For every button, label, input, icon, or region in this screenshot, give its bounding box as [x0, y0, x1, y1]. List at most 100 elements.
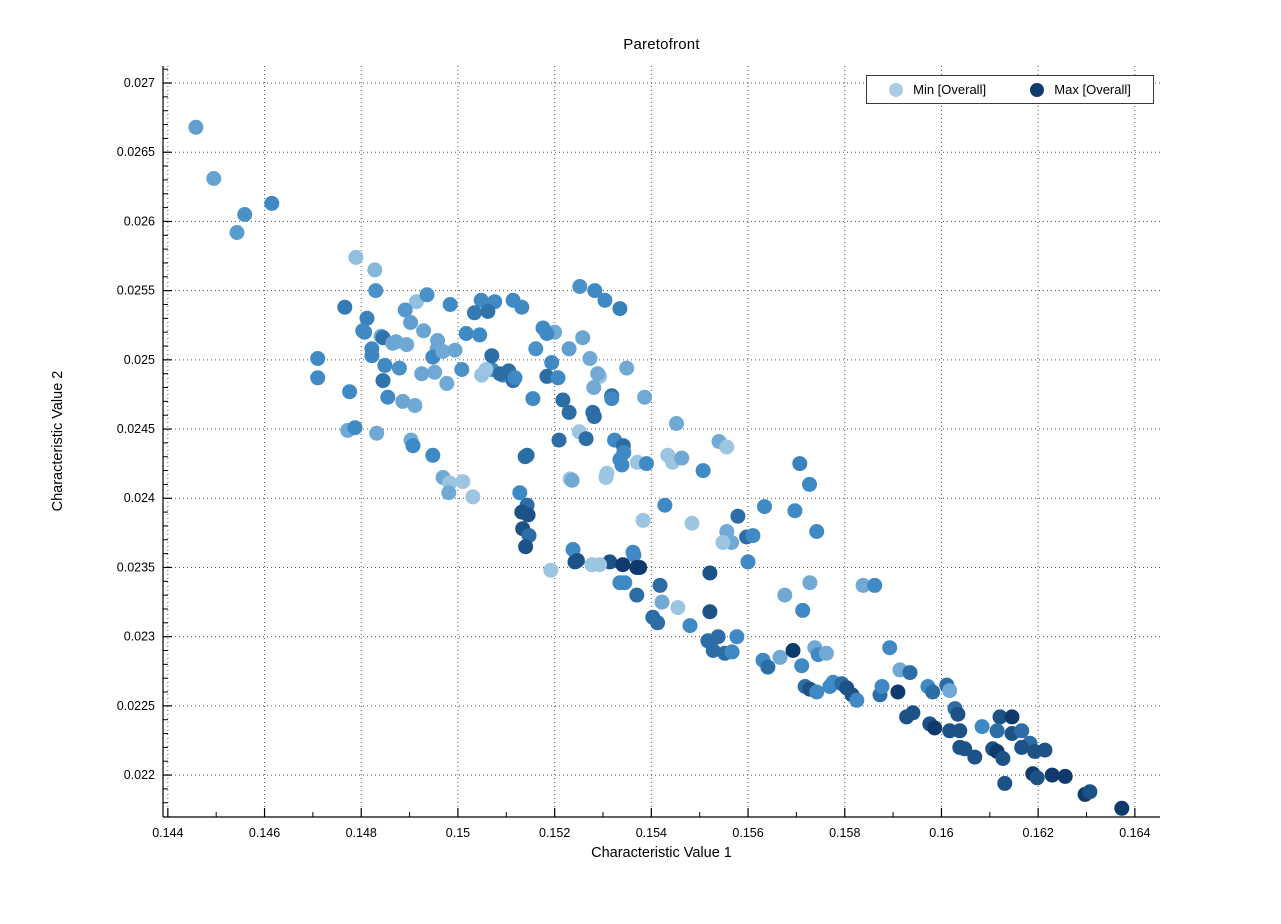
scatter-point: [473, 292, 489, 308]
scatter-point: [957, 741, 973, 757]
scatter-point: [408, 294, 424, 310]
scatter-point: [425, 447, 441, 463]
scatter-point: [942, 723, 958, 739]
scatter-point: [657, 497, 673, 513]
min-overall-marker-icon: [889, 82, 904, 97]
x-axis-label: Characteristic Value 1: [591, 845, 732, 861]
legend-label-max: Max [Overall]: [1054, 82, 1131, 97]
x-tick-label: 0.148: [346, 826, 377, 840]
scatter-point: [264, 195, 280, 211]
scatter-point: [512, 485, 528, 501]
scatter-point: [416, 323, 432, 339]
scatter-point: [1057, 768, 1073, 784]
scatter-point: [206, 171, 222, 186]
scatter-point: [654, 594, 670, 610]
legend-label-min: Min [Overall]: [913, 82, 987, 97]
scatter-point: [715, 535, 731, 550]
x-tick-label: 0.156: [732, 826, 763, 840]
scatter-point: [1114, 800, 1130, 816]
y-tick-label: 0.022: [124, 768, 155, 782]
x-tick-label: 0.15: [446, 826, 470, 840]
scatter-point: [597, 292, 613, 308]
scatter-point: [514, 299, 530, 315]
scatter-point: [188, 119, 204, 135]
y-tick-label: 0.0265: [117, 145, 155, 159]
scatter-point: [674, 450, 690, 466]
x-tick-label: 0.146: [249, 826, 280, 840]
scatter-point: [442, 297, 458, 312]
scatter-point: [802, 476, 817, 492]
scatter-point: [237, 207, 253, 222]
scatter-point: [702, 565, 718, 581]
scatter-point: [705, 643, 721, 658]
scatter-point: [772, 649, 788, 665]
scatter-point: [625, 544, 641, 560]
scatter-point: [564, 472, 580, 488]
scatter-point: [586, 380, 602, 395]
scatter-point: [615, 557, 631, 573]
scatter-point: [905, 705, 921, 721]
scatter-point: [757, 499, 772, 515]
scatter-point: [1044, 767, 1060, 783]
scatter-point: [942, 683, 958, 699]
scatter-point: [414, 366, 430, 382]
scatter-point: [582, 351, 598, 366]
y-tick-label: 0.0235: [117, 560, 155, 574]
scatter-point: [995, 751, 1011, 766]
scatter-point: [882, 640, 898, 656]
scatter-point: [543, 562, 559, 578]
scatter-point: [855, 577, 871, 593]
scatter-point: [399, 337, 415, 353]
scatter-point: [950, 706, 966, 722]
scatter-point: [890, 684, 906, 700]
scatter-point: [652, 577, 668, 593]
scatter-point: [561, 341, 577, 357]
scatter-point: [629, 587, 645, 603]
scatter-point: [348, 249, 364, 265]
scatter-point: [670, 600, 686, 616]
x-tick-label: 0.158: [829, 826, 860, 840]
scatter-point: [1037, 742, 1053, 758]
scatter-point: [740, 554, 756, 570]
scatter-point: [874, 679, 890, 694]
scatter-point: [342, 384, 358, 400]
x-tick-label: 0.164: [1119, 826, 1150, 840]
scatter-point: [989, 723, 1005, 739]
scatter-point: [310, 351, 326, 366]
scatter-point: [702, 604, 718, 620]
scatter-point: [466, 305, 482, 321]
scatter-point: [612, 301, 628, 317]
scatter-point: [1082, 784, 1098, 800]
scatter-point: [809, 524, 825, 539]
scatter-point: [604, 391, 620, 407]
scatter-point: [635, 512, 651, 528]
scatter-point: [465, 489, 481, 505]
scatter-point: [407, 398, 423, 413]
scatter-point: [629, 560, 645, 575]
y-tick-label: 0.024: [124, 491, 155, 505]
scatter-point: [592, 557, 608, 573]
x-tick-label: 0.154: [636, 826, 667, 840]
scatter-point: [619, 360, 635, 376]
scatter-point: [586, 409, 602, 425]
scatter-point: [455, 474, 471, 490]
scatter-point: [472, 327, 488, 343]
y-tick-label: 0.026: [124, 214, 155, 228]
scatter-point: [550, 370, 566, 386]
y-tick-label: 0.0245: [117, 422, 155, 436]
scatter-point: [724, 644, 740, 660]
scatter-point: [614, 457, 630, 473]
scatter-point: [377, 357, 393, 373]
scatter-point: [544, 355, 560, 371]
scatter-point: [337, 299, 353, 315]
scatter-point: [992, 709, 1008, 725]
scatter-point: [578, 431, 594, 447]
scatter-point: [785, 643, 801, 658]
scatter-point: [385, 335, 401, 351]
scatter-point: [507, 370, 523, 386]
scatter-point: [419, 287, 435, 303]
scatter-point: [1014, 723, 1030, 739]
scatter-point: [364, 348, 380, 364]
chart-title: Paretofront: [623, 36, 700, 53]
